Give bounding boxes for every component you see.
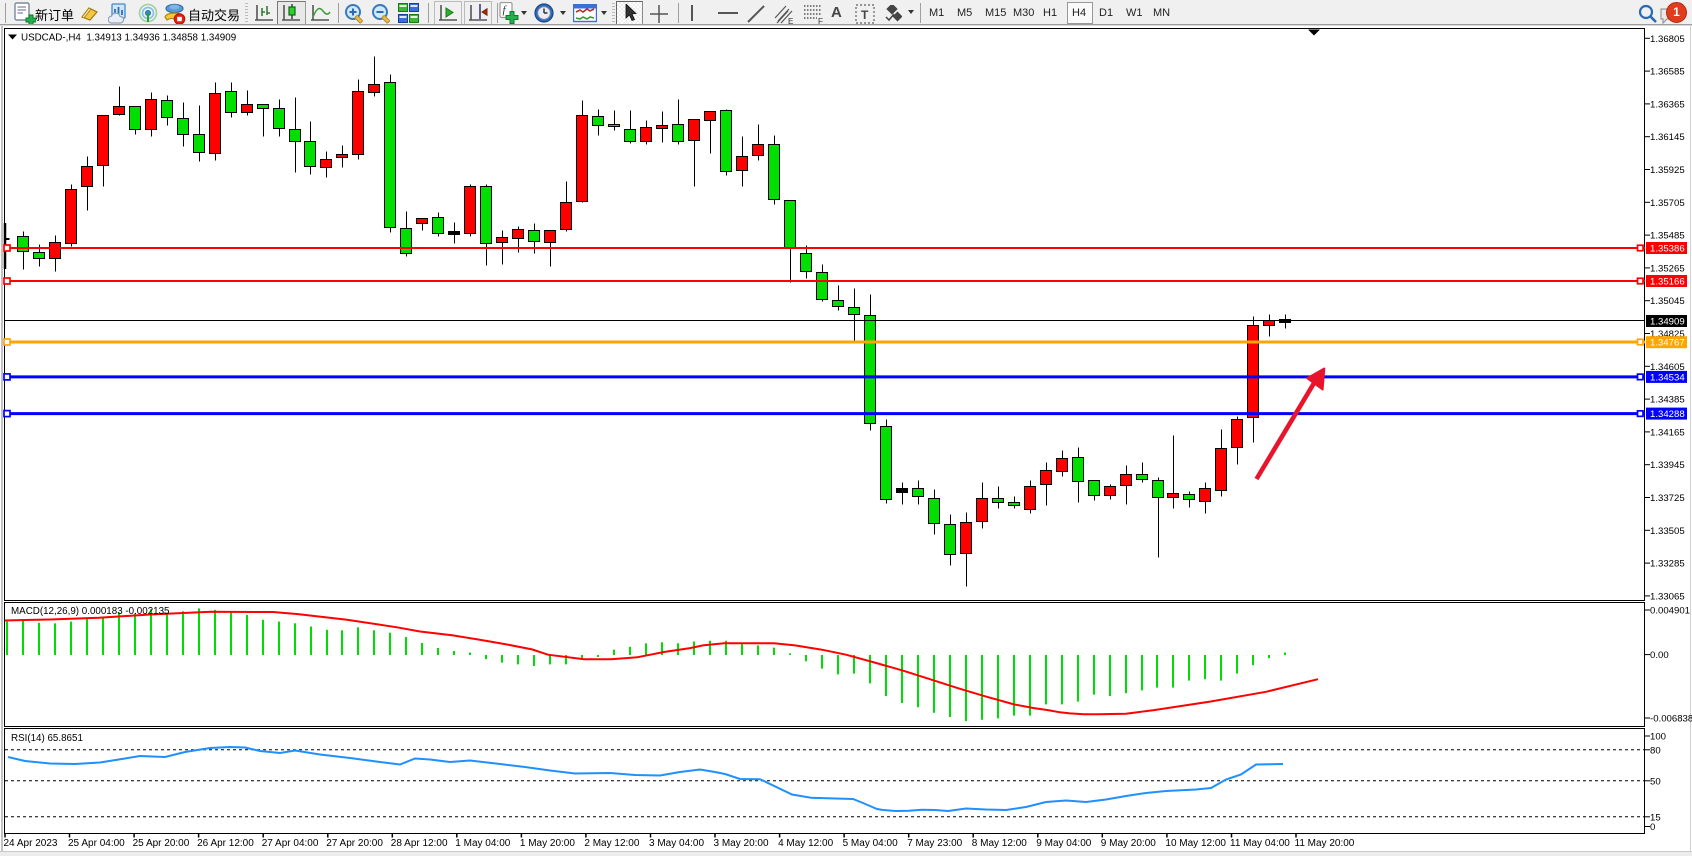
svg-text:1.35925: 1.35925 <box>1650 165 1685 176</box>
svg-text:28 Apr 12:00: 28 Apr 12:00 <box>391 838 448 849</box>
svg-text:3 May 04:00: 3 May 04:00 <box>649 838 704 849</box>
svg-text:E: E <box>788 17 793 26</box>
svg-text:8 May 12:00: 8 May 12:00 <box>972 838 1027 849</box>
svg-text:25 Apr 04:00: 25 Apr 04:00 <box>68 838 125 849</box>
svg-text:T: T <box>861 8 869 22</box>
svg-text:RSI(14) 65.8651: RSI(14) 65.8651 <box>11 733 83 744</box>
svg-text:5 May 04:00: 5 May 04:00 <box>843 838 898 849</box>
svg-text:24 Apr 2023: 24 Apr 2023 <box>4 838 58 849</box>
svg-text:7 May 23:00: 7 May 23:00 <box>907 838 962 849</box>
svg-text:1.36585: 1.36585 <box>1650 67 1685 78</box>
svg-text:1.36805: 1.36805 <box>1650 34 1685 45</box>
svg-text:1 May 04:00: 1 May 04:00 <box>455 838 510 849</box>
svg-text:1.35045: 1.35045 <box>1650 296 1685 307</box>
svg-text:f: f <box>503 4 508 16</box>
svg-text:1.34909: 1.34909 <box>1650 317 1685 328</box>
svg-text:25 Apr 20:00: 25 Apr 20:00 <box>133 838 190 849</box>
svg-text:1.33945: 1.33945 <box>1650 460 1685 471</box>
svg-text:F: F <box>818 17 823 26</box>
svg-text:1.34825: 1.34825 <box>1650 329 1685 340</box>
svg-text:1.34165: 1.34165 <box>1650 427 1685 438</box>
svg-text:1.35485: 1.35485 <box>1650 231 1685 242</box>
svg-text:1.34385: 1.34385 <box>1650 395 1685 406</box>
svg-text:0.004901: 0.004901 <box>1650 606 1690 617</box>
svg-text:1.34605: 1.34605 <box>1650 362 1685 373</box>
svg-text:1.35166: 1.35166 <box>1650 277 1685 288</box>
svg-text:10 May 12:00: 10 May 12:00 <box>1165 838 1226 849</box>
svg-text:1.35705: 1.35705 <box>1650 198 1685 209</box>
svg-text:1.33285: 1.33285 <box>1650 559 1685 570</box>
svg-text:0: 0 <box>1650 822 1655 833</box>
svg-text:1 May 20:00: 1 May 20:00 <box>520 838 575 849</box>
svg-text:3 May 20:00: 3 May 20:00 <box>714 838 769 849</box>
svg-text:4 May 12:00: 4 May 12:00 <box>778 838 833 849</box>
svg-text:9 May 04:00: 9 May 04:00 <box>1036 838 1091 849</box>
svg-text:1.33725: 1.33725 <box>1650 493 1685 504</box>
svg-text:1.35265: 1.35265 <box>1650 263 1685 274</box>
svg-text:MACD(12,26,9) 0.000183 -0.0021: MACD(12,26,9) 0.000183 -0.002135 <box>11 606 170 617</box>
svg-text:80: 80 <box>1650 745 1661 756</box>
svg-text:1.36145: 1.36145 <box>1650 132 1685 143</box>
svg-text:USDCAD-,H4 1.34913 1.34936 1.: USDCAD-,H4 1.34913 1.34936 1.34858 1.349… <box>21 33 236 44</box>
svg-text:27 Apr 20:00: 27 Apr 20:00 <box>326 838 383 849</box>
svg-text:50: 50 <box>1650 776 1661 787</box>
svg-text:0.00: 0.00 <box>1650 650 1669 661</box>
svg-text:2 May 12:00: 2 May 12:00 <box>584 838 639 849</box>
svg-text:1.33065: 1.33065 <box>1650 591 1685 602</box>
svg-text:26 Apr 12:00: 26 Apr 12:00 <box>197 838 254 849</box>
svg-text:27 Apr 04:00: 27 Apr 04:00 <box>262 838 319 849</box>
svg-text:1.34288: 1.34288 <box>1650 409 1685 420</box>
svg-text:11 May 20:00: 11 May 20:00 <box>1295 838 1355 849</box>
svg-text:1.34767: 1.34767 <box>1650 338 1685 349</box>
svg-text:11 May 04:00: 11 May 04:00 <box>1230 838 1290 849</box>
svg-text:1.34534: 1.34534 <box>1650 372 1685 383</box>
svg-text:1.33505: 1.33505 <box>1650 526 1685 537</box>
svg-text:-0.006838: -0.006838 <box>1650 714 1692 725</box>
svg-text:1.36365: 1.36365 <box>1650 99 1685 110</box>
svg-text:9 May 20:00: 9 May 20:00 <box>1101 838 1156 849</box>
svg-text:100: 100 <box>1650 732 1666 743</box>
svg-text:15: 15 <box>1650 812 1661 823</box>
svg-text:1.35386: 1.35386 <box>1650 244 1685 255</box>
